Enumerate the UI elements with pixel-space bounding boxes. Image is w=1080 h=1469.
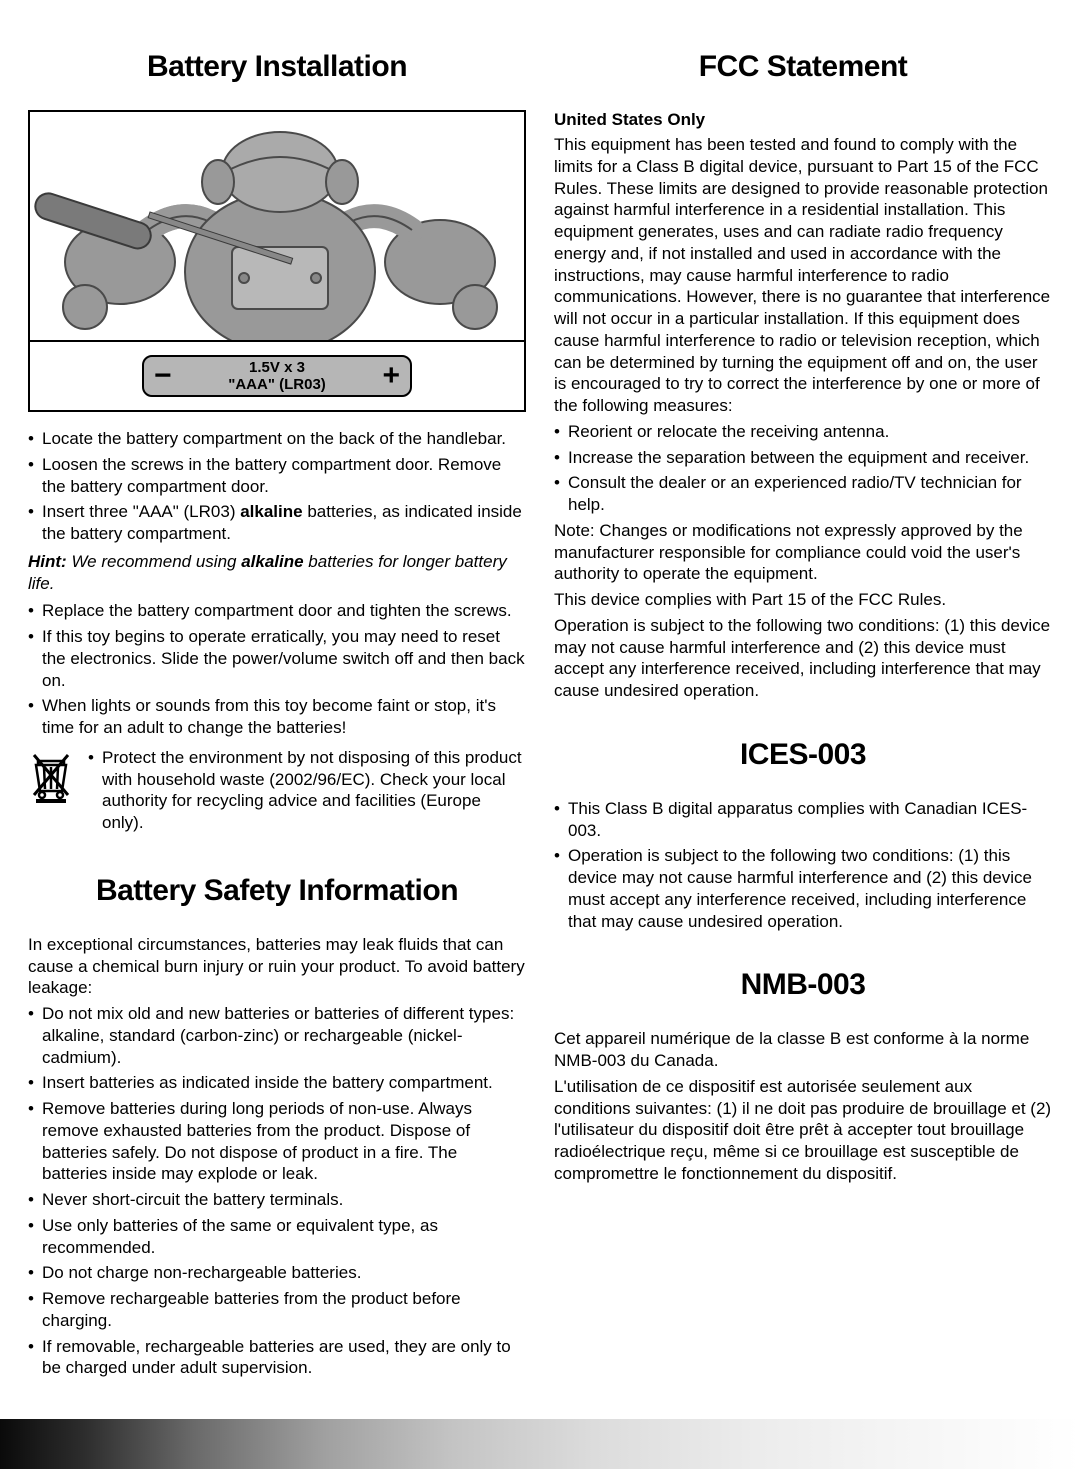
list-item: Locate the battery compartment on the ba… — [28, 428, 526, 450]
env-bullet-list: Protect the environment by not disposing… — [88, 747, 526, 838]
list-item: Remove batteries during long periods of … — [28, 1098, 526, 1185]
list-item: Do not mix old and new batteries or batt… — [28, 1003, 526, 1068]
hint-part1: We recommend using — [67, 552, 241, 571]
environment-notice: Protect the environment by not disposing… — [28, 747, 526, 838]
nmb-paragraph-2: L'utilisation de ce dispositif est autor… — [554, 1076, 1052, 1185]
diagram-robot-panel — [30, 112, 524, 342]
list-item: Increase the separation between the equi… — [554, 447, 1052, 469]
polarity-plus: + — [382, 361, 400, 391]
battery-spec-line1: 1.5V x 3 — [228, 359, 326, 376]
left-column: Battery Installation — [28, 50, 526, 1383]
fcc-paragraph-3: Operation is subject to the following tw… — [554, 615, 1052, 702]
battery-spec-line2: "AAA" (LR03) — [228, 376, 326, 393]
list-item: Do not charge non-rechargeable batteries… — [28, 1262, 526, 1284]
list-item: When lights or sounds from this toy beco… — [28, 695, 526, 739]
hint-bold: alkaline — [241, 552, 303, 571]
ices-bullets: This Class B digital apparatus complies … — [554, 798, 1052, 933]
polarity-minus: − — [154, 361, 172, 391]
install-steps-a: Locate the battery compartment on the ba… — [28, 428, 526, 545]
fcc-paragraph-1: This equipment has been tested and found… — [554, 134, 1052, 417]
fcc-paragraph-2: This device complies with Part 15 of the… — [554, 589, 1052, 611]
list-item: Loosen the screws in the battery compart… — [28, 454, 526, 498]
safety-intro: In exceptional circumstances, batteries … — [28, 934, 526, 999]
list-item: Never short-circuit the battery terminal… — [28, 1189, 526, 1211]
list-item: Use only batteries of the same or equiva… — [28, 1215, 526, 1259]
heading-fcc: FCC Statement — [554, 50, 1052, 84]
diagram-battery-panel: − 1.5V x 3 "AAA" (LR03) + — [30, 342, 524, 410]
robot-illustration — [30, 112, 524, 342]
nmb-paragraph-1: Cet appareil numérique de la classe B es… — [554, 1028, 1052, 1072]
list-item: This Class B digital apparatus complies … — [554, 798, 1052, 842]
list-item: Replace the battery compartment door and… — [28, 600, 526, 622]
list-item: If removable, rechargeable batteries are… — [28, 1336, 526, 1380]
list-item: Consult the dealer or an experienced rad… — [554, 472, 1052, 516]
hint-label: Hint: — [28, 552, 67, 571]
hint-text: Hint: We recommend using alkaline batter… — [28, 551, 526, 595]
install-steps-b: Replace the battery compartment door and… — [28, 600, 526, 739]
heading-ices: ICES-003 — [554, 738, 1052, 772]
footer-gradient — [0, 1419, 1080, 1469]
list-item: Insert batteries as indicated inside the… — [28, 1072, 526, 1094]
battery-spec-label: 1.5V x 3 "AAA" (LR03) — [228, 359, 326, 394]
weee-icon — [28, 747, 74, 808]
list-item: Operation is subject to the following tw… — [554, 845, 1052, 932]
list-item: If this toy begins to operate erraticall… — [28, 626, 526, 691]
heading-battery-safety: Battery Safety Information — [28, 874, 526, 908]
list-item: Insert three "AAA" (LR03) alkaline batte… — [28, 501, 526, 545]
fcc-bullets: Reorient or relocate the receiving anten… — [554, 421, 1052, 516]
heading-battery-installation: Battery Installation — [28, 50, 526, 84]
safety-bullets: Do not mix old and new batteries or batt… — [28, 1003, 526, 1379]
env-text: Protect the environment by not disposing… — [88, 747, 526, 834]
list-item: Reorient or relocate the receiving anten… — [554, 421, 1052, 443]
heading-nmb: NMB-003 — [554, 968, 1052, 1002]
list-item: Remove rechargeable batteries from the p… — [28, 1288, 526, 1332]
right-column: FCC Statement United States Only This eq… — [554, 50, 1052, 1383]
fcc-note: Note: Changes or modifications not expre… — [554, 520, 1052, 585]
us-only-subhead: United States Only — [554, 110, 1052, 130]
battery-diagram: − 1.5V x 3 "AAA" (LR03) + — [28, 110, 526, 412]
battery-slot: − 1.5V x 3 "AAA" (LR03) + — [142, 355, 412, 397]
